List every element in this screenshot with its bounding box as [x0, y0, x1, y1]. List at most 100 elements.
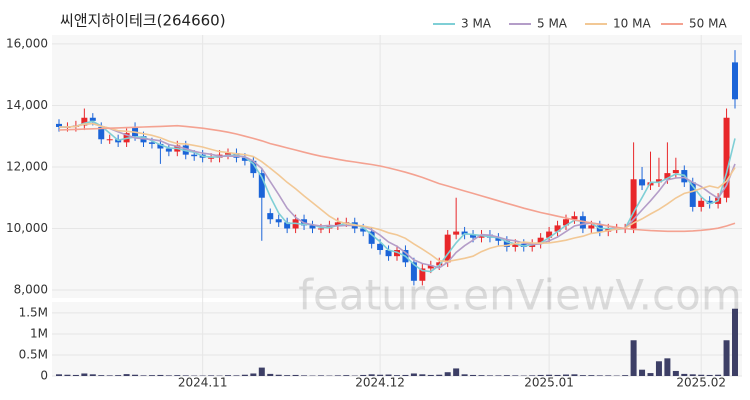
volume-bar	[394, 375, 400, 376]
candle-body	[579, 216, 586, 229]
candle-body	[191, 154, 198, 157]
volume-bar	[81, 373, 88, 376]
candle-body	[225, 153, 231, 155]
volume-bar	[360, 374, 367, 376]
volume-bar	[529, 375, 536, 376]
candle-body	[672, 170, 679, 174]
candle-body	[165, 148, 172, 152]
volume-bar	[115, 375, 122, 376]
candle-body	[98, 126, 105, 140]
x-tick-label: 2025.01	[524, 376, 574, 390]
volume-bar	[98, 375, 105, 376]
volume-bar	[478, 375, 485, 376]
candle-body	[157, 143, 164, 149]
candle-body	[394, 250, 400, 257]
volume-bar	[689, 374, 696, 376]
volume-bar	[72, 374, 79, 376]
volume-bar	[723, 340, 730, 376]
candle-body	[241, 157, 248, 161]
volume-bar	[461, 374, 468, 376]
volume-bar	[208, 375, 215, 376]
volume-bar	[385, 374, 392, 376]
candle-body	[563, 219, 569, 226]
volume-bar	[470, 374, 477, 376]
volume-bar	[343, 375, 350, 376]
y-tick-label: 10,000	[6, 221, 48, 235]
candle-body	[706, 200, 713, 204]
volume-bar	[427, 374, 434, 376]
x-tick-label: 2025.02	[676, 376, 726, 390]
volume-bar	[334, 375, 341, 376]
candle-body	[689, 182, 696, 207]
volume-bar	[157, 374, 164, 376]
candle-body	[639, 179, 646, 186]
volume-panel	[52, 302, 742, 376]
volume-bar	[89, 374, 96, 376]
candle-body	[368, 231, 375, 244]
candle-body	[360, 228, 367, 232]
candle-body	[630, 179, 637, 229]
volume-bar	[588, 375, 595, 376]
y-tick-label: 1M	[30, 326, 48, 340]
volume-bar	[503, 375, 510, 376]
candle-body	[453, 231, 460, 235]
y-tick-label: 14,000	[6, 98, 48, 112]
legend-label: 3 MA	[461, 17, 492, 31]
volume-bar	[132, 374, 139, 376]
volume-bar	[554, 374, 561, 376]
volume-bar	[579, 375, 586, 376]
candle-body	[655, 179, 662, 183]
candle-body	[698, 200, 705, 207]
candle-body	[377, 243, 384, 251]
volume-bar	[267, 373, 274, 376]
volume-bar	[639, 369, 646, 376]
volume-bar	[174, 375, 181, 376]
volume-bar	[258, 367, 265, 376]
volume-bar	[537, 374, 544, 376]
candle-body	[571, 216, 578, 220]
volume-bar	[148, 375, 155, 376]
volume-bar	[56, 374, 62, 376]
volume-bar	[402, 374, 409, 376]
x-tick-label: 2024.11	[178, 376, 228, 390]
volume-bar	[571, 374, 578, 376]
candle-body	[56, 123, 62, 127]
candle-body	[495, 237, 502, 241]
y-tick-label: 16,000	[6, 36, 48, 50]
x-tick-label: 2024.12	[355, 376, 405, 390]
candle-body	[81, 117, 88, 126]
candle-body	[410, 262, 417, 281]
volume-bar	[436, 374, 443, 376]
candle-body	[419, 268, 426, 281]
candle-body	[208, 157, 215, 159]
y-tick-label: 8,000	[14, 283, 48, 297]
volume-bar	[317, 375, 324, 376]
volume-bar	[495, 375, 502, 376]
candle-body	[250, 160, 257, 174]
volume-bar	[546, 374, 553, 376]
volume-bar	[630, 340, 637, 376]
candle-body	[537, 237, 544, 244]
volume-bar	[410, 373, 417, 376]
volume-bar	[241, 374, 248, 376]
candle-body	[546, 231, 553, 238]
candle-body	[554, 225, 561, 232]
volume-bar	[486, 375, 493, 376]
volume-bar	[419, 374, 426, 376]
volume-bar	[664, 358, 671, 376]
candle-body	[148, 142, 155, 144]
candle-body	[503, 240, 510, 247]
candle-body	[385, 250, 392, 257]
candle-body	[723, 117, 730, 198]
volume-bar	[444, 372, 451, 376]
candle-body	[275, 219, 282, 223]
volume-bar	[698, 374, 705, 376]
volume-bar	[250, 373, 257, 376]
y-tick-label: 1.5M	[19, 305, 48, 319]
candle-body	[258, 173, 265, 198]
watermark: feature.enViewV.com	[298, 271, 741, 320]
y-tick-label: 12,000	[6, 159, 48, 173]
volume-bar	[563, 374, 569, 376]
volume-bar	[647, 373, 654, 376]
